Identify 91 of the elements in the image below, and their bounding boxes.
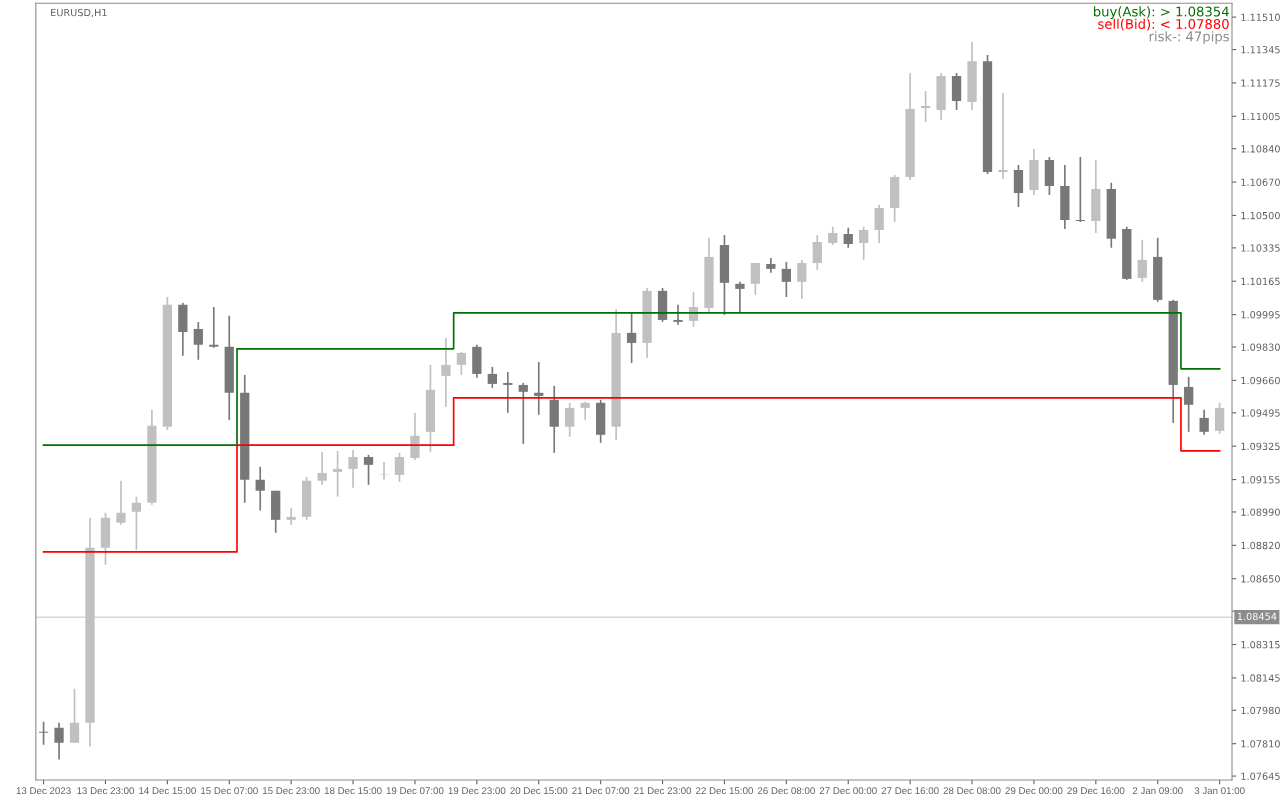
- candlestick: [534, 361, 544, 416]
- candlestick: [54, 721, 64, 761]
- candlestick: [1013, 164, 1024, 208]
- x-tick-label: 27 Dec 16:00: [881, 787, 939, 795]
- candlestick: [812, 234, 822, 271]
- x-tick-label: 22 Dec 15:00: [696, 787, 753, 795]
- x-tick-label: 21 Dec 23:00: [634, 787, 692, 795]
- x-tick-label: 19 Dec 23:00: [448, 787, 506, 795]
- y-tick-label: 1.07810: [1241, 740, 1280, 748]
- x-tick-label: 15 Dec 23:00: [262, 787, 320, 795]
- candlestick: [1075, 156, 1085, 223]
- x-tick-label: 26 Dec 08:00: [757, 787, 815, 795]
- candlestick: [998, 92, 1008, 180]
- candlestick: [286, 507, 296, 526]
- y-tick-label: 1.09155: [1241, 476, 1280, 484]
- y-tick-label: 1.11175: [1241, 79, 1280, 87]
- y-tick-label: 1.10840: [1241, 145, 1280, 153]
- y-tick-label: 1.08990: [1241, 508, 1280, 516]
- y-tick-label: 1.08820: [1241, 541, 1280, 550]
- y-tick-label: 1.11005: [1241, 112, 1280, 121]
- y-tick-label: 1.10500: [1241, 211, 1280, 220]
- candlestick: [379, 461, 389, 481]
- candlestick: [781, 261, 791, 298]
- candlestick: [503, 371, 513, 414]
- y-tick-label: 1.09995: [1241, 311, 1280, 319]
- candlestick: [255, 465, 265, 512]
- y-tick-label: 1.07980: [1241, 706, 1280, 715]
- candlestick: [487, 366, 497, 389]
- candlestick: [828, 226, 838, 246]
- y-tick-label: 1.09660: [1241, 376, 1280, 385]
- x-tick-label: 29 Dec 00:00: [1005, 787, 1063, 795]
- y-tick-label: 1.09830: [1241, 343, 1280, 351]
- candlestick: [565, 401, 575, 438]
- x-tick-label: 29 Dec 16:00: [1067, 787, 1125, 795]
- y-tick-label: 1.11345: [1241, 46, 1280, 54]
- y-tick-label: 1.08145: [1241, 674, 1280, 682]
- candlestick: [797, 259, 807, 300]
- candlestick: [332, 450, 343, 498]
- annotation: risk-: 47pips: [1149, 31, 1229, 44]
- candlestick: [1184, 376, 1194, 433]
- candlestick: [38, 720, 49, 746]
- candlestick: [69, 687, 80, 744]
- y-tick-label: 1.09325: [1241, 442, 1280, 451]
- x-tick-label: 13 Dec 2023: [16, 787, 71, 795]
- y-tick-label: 1.10670: [1241, 178, 1280, 186]
- y-tick-label: 1.08315: [1241, 640, 1280, 649]
- x-tick-label: 18 Dec 15:00: [324, 787, 382, 795]
- candlestick: [317, 451, 327, 486]
- candlestick: [209, 306, 219, 349]
- x-tick-label: 14 Dec 15:00: [139, 787, 196, 795]
- x-tick-label: 20 Dec 15:00: [510, 787, 568, 795]
- candlestick: [859, 226, 869, 261]
- candlestick: [131, 495, 142, 551]
- candlestick: [750, 262, 761, 296]
- x-tick-label: 13 Dec 23:00: [77, 787, 135, 795]
- x-tick-label: 15 Dec 07:00: [201, 787, 258, 795]
- candlestick: [456, 351, 467, 376]
- candlestick: [348, 449, 358, 489]
- x-tick-label: 28 Dec 08:00: [943, 787, 1001, 795]
- candlestick: [441, 337, 451, 408]
- candlestick: [1137, 238, 1147, 283]
- candlestick: [193, 321, 203, 361]
- y-tick-label: 1.10335: [1241, 244, 1280, 252]
- y-tick-label: 1.09495: [1241, 409, 1280, 417]
- x-tick-label: 2 Jan 09:00: [1132, 787, 1183, 795]
- x-tick-label: 19 Dec 07:00: [386, 787, 444, 795]
- text: EURUSD,H1: [51, 8, 107, 18]
- candlestick: [394, 452, 405, 483]
- ref-line-label: 1.08454: [1237, 612, 1277, 621]
- candlestick: [1214, 401, 1225, 435]
- y-tick-label: 1.08650: [1241, 575, 1280, 583]
- x-tick-label: 21 Dec 07:00: [572, 787, 630, 795]
- candlestick: [518, 382, 528, 445]
- candlestick: [626, 312, 637, 364]
- x-tick-label: 27 Dec 00:00: [819, 787, 877, 795]
- candlestick: [843, 227, 853, 249]
- annotation: sell(Bid): < 1.07880: [1098, 18, 1229, 31]
- candlestick: [116, 479, 126, 526]
- y-tick-label: 1.10165: [1241, 277, 1280, 286]
- annotation: buy(Ask): > 1.08354: [1093, 6, 1229, 20]
- y-tick-label: 1.07645: [1241, 772, 1280, 780]
- candlestick: [920, 90, 931, 123]
- candlestick: [1199, 409, 1209, 436]
- candlestick: [410, 411, 420, 461]
- candlestick: [363, 453, 374, 486]
- candlestick: [874, 204, 884, 244]
- candlestick: [580, 400, 590, 421]
- candlestick: [735, 280, 745, 313]
- candlestick: [673, 303, 683, 326]
- x-tick-label: 3 Jan 01:00: [1194, 787, 1245, 795]
- y-tick-label: 1.11510: [1241, 13, 1280, 21]
